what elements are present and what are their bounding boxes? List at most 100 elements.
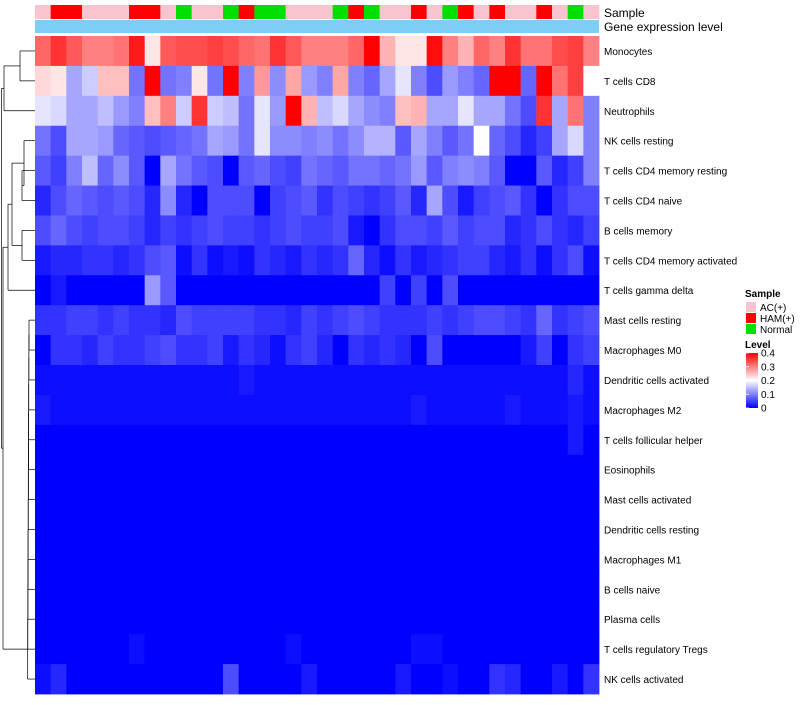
heatmap-cell xyxy=(364,185,381,216)
heatmap-cell xyxy=(364,394,381,426)
heatmap-cell xyxy=(395,634,412,665)
heatmap-cell xyxy=(552,155,569,186)
heatmap-cell xyxy=(35,514,52,545)
heatmap-cell xyxy=(207,36,224,67)
heatmap-cell xyxy=(364,275,381,306)
heatmap-cell xyxy=(113,544,130,575)
heatmap-cell xyxy=(458,574,475,605)
heatmap-cell xyxy=(254,365,271,396)
heatmap-cell xyxy=(567,185,584,216)
heatmap-cell xyxy=(82,65,99,97)
heatmap-cell xyxy=(160,95,177,127)
heatmap-cell xyxy=(160,604,177,635)
heatmap-cell xyxy=(489,574,506,605)
heatmap-cell xyxy=(144,305,161,336)
row-label: NK cells resting xyxy=(604,137,673,148)
heatmap-cell xyxy=(583,514,600,545)
heatmap-cell xyxy=(285,634,302,665)
heatmap-cell xyxy=(191,454,208,486)
heatmap-cell xyxy=(473,155,490,186)
heatmap-cell xyxy=(317,514,334,545)
sample-annotation-cell xyxy=(50,5,67,19)
heatmap-cell xyxy=(35,125,52,157)
heatmap-cell xyxy=(129,484,146,515)
heatmap-cell xyxy=(66,454,83,486)
heatmap-cell xyxy=(395,185,412,216)
heatmap-cell xyxy=(536,155,553,186)
heatmap-cell xyxy=(66,484,83,515)
heatmap-cell xyxy=(442,335,459,366)
heatmap-cell xyxy=(473,365,490,396)
sample-annotation-cell xyxy=(489,5,506,19)
heatmap-cell xyxy=(191,305,208,336)
heatmap-cell xyxy=(285,95,302,127)
heatmap-cell xyxy=(223,95,240,127)
heatmap-cell xyxy=(113,36,130,67)
heatmap-cell xyxy=(270,424,287,456)
heatmap-cell xyxy=(473,335,490,366)
heatmap-cell xyxy=(583,634,600,665)
heatmap-cell xyxy=(520,275,537,306)
heatmap-cell xyxy=(207,95,224,127)
heatmap-cell xyxy=(223,664,240,695)
row-label: NK cells activated xyxy=(604,675,683,686)
heatmap-cell xyxy=(348,394,365,426)
heatmap-cell xyxy=(552,634,569,665)
heatmap-cell xyxy=(144,664,161,695)
heatmap-cell xyxy=(317,155,334,186)
heatmap-cell xyxy=(144,215,161,246)
heatmap-cell xyxy=(50,275,67,306)
row-label: Plasma cells xyxy=(604,615,660,626)
heatmap-cell xyxy=(285,275,302,306)
heatmap-cell xyxy=(66,155,83,186)
sample-annotation-cell xyxy=(35,5,51,19)
heatmap-cell xyxy=(583,95,600,127)
heatmap-cell xyxy=(567,544,584,575)
heatmap-cell xyxy=(35,185,52,216)
heatmap-cell xyxy=(552,544,569,575)
legend-title-level: Level xyxy=(745,340,771,351)
heatmap-cell xyxy=(35,664,52,695)
heatmap-cell xyxy=(97,484,114,515)
heatmap-cell xyxy=(458,215,475,246)
heatmap-cell xyxy=(113,215,130,246)
heatmap-cell xyxy=(144,65,161,97)
sample-annotation-cell xyxy=(160,5,177,19)
heatmap-cell xyxy=(270,125,287,157)
heatmap-cell xyxy=(505,185,522,216)
heatmap-cell xyxy=(129,514,146,545)
heatmap-cell xyxy=(348,125,365,157)
heatmap-cell xyxy=(442,514,459,545)
heatmap-cell xyxy=(317,305,334,336)
heatmap-cell xyxy=(442,664,459,695)
heatmap-cell xyxy=(395,95,412,127)
heatmap-cell xyxy=(144,574,161,605)
heatmap-cell xyxy=(207,394,224,426)
heatmap-cell xyxy=(176,305,193,336)
legend: Sample AC(+) HAM(+) Normal Level 0.40.30… xyxy=(745,289,795,415)
heatmap-cell xyxy=(426,36,443,67)
heatmap-cell xyxy=(254,544,271,575)
heatmap-cell xyxy=(207,185,224,216)
heatmap-cell xyxy=(489,305,506,336)
heatmap-cell xyxy=(254,305,271,336)
heatmap-cell xyxy=(82,484,99,515)
heatmap-cell xyxy=(270,664,287,695)
heatmap-cell xyxy=(82,155,99,186)
heatmap-cell xyxy=(113,95,130,127)
expression-annotation-bar xyxy=(35,20,599,33)
heatmap-cell xyxy=(473,484,490,515)
heatmap-cell xyxy=(505,664,522,695)
sample-annotation-cell xyxy=(520,5,537,19)
heatmap-cell xyxy=(364,634,381,665)
heatmap-cell xyxy=(317,424,334,456)
heatmap-cell xyxy=(97,424,114,456)
heatmap-cell xyxy=(426,305,443,336)
heatmap-cell xyxy=(442,305,459,336)
sample-annotation-cell xyxy=(113,5,130,19)
heatmap-cell xyxy=(379,95,396,127)
heatmap-cell xyxy=(301,634,318,665)
heatmap-cell xyxy=(473,664,490,695)
heatmap-cell xyxy=(332,65,349,97)
heatmap-cell xyxy=(583,125,600,157)
